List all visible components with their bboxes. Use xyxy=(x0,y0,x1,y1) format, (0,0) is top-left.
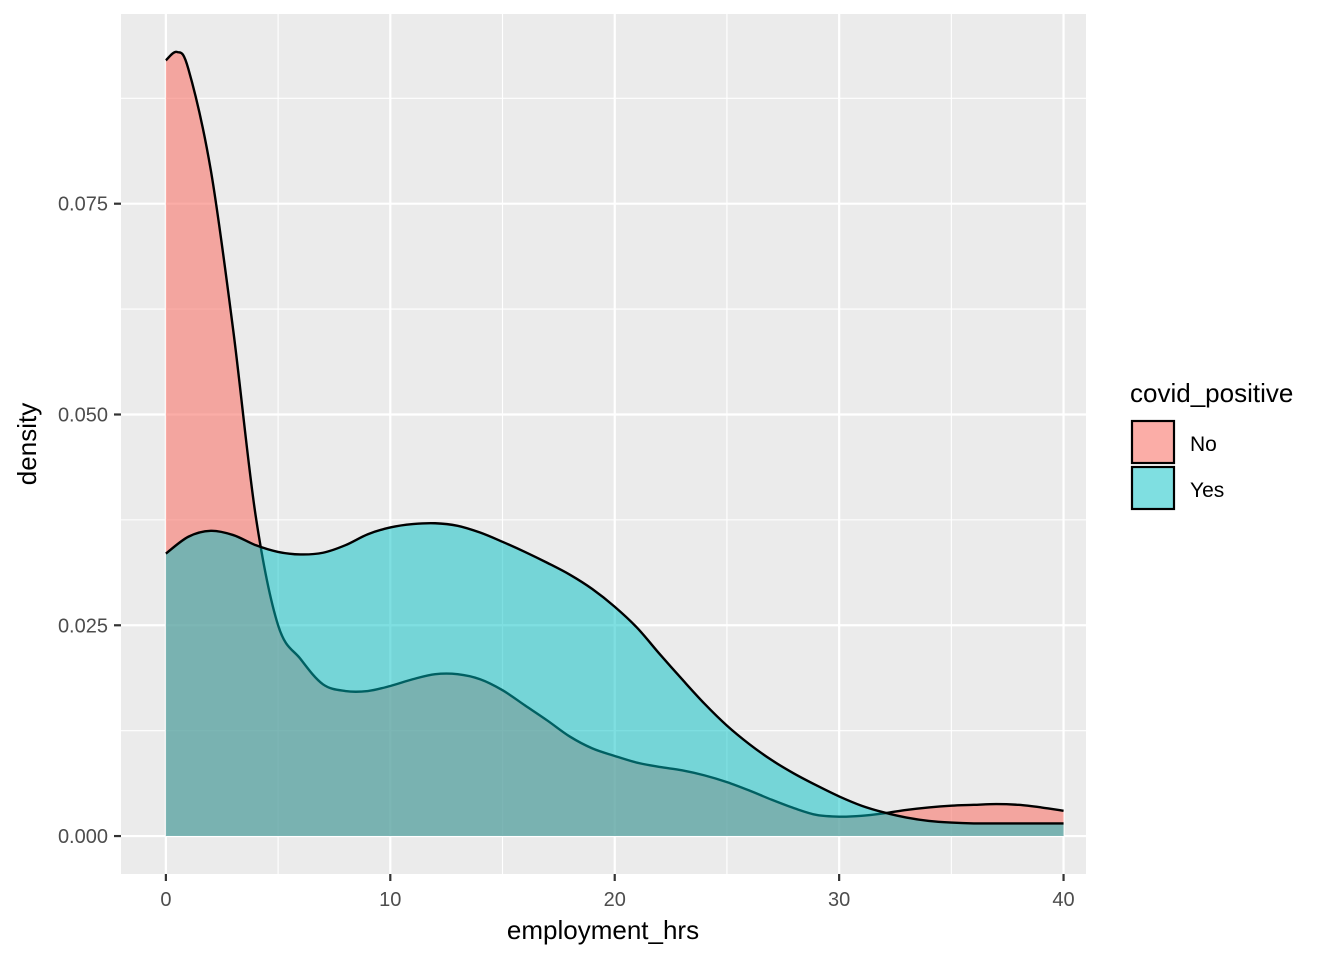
x-tick-label: 40 xyxy=(1052,889,1074,911)
minor-gridlines xyxy=(121,14,1086,874)
legend-label-no: No xyxy=(1190,433,1217,456)
y-axis-title: density xyxy=(12,403,42,485)
y-tick-label: 0.025 xyxy=(58,615,108,637)
legend-item-no: No xyxy=(1130,419,1217,465)
y-tick-label: 0.000 xyxy=(58,826,108,848)
legend-key-yes xyxy=(1130,465,1176,511)
density-area-yes xyxy=(165,523,1064,837)
x-tick-label: 0 xyxy=(160,889,171,911)
y-axis: 0.000 0.025 0.050 0.075 xyxy=(58,194,121,848)
x-tick-label: 10 xyxy=(379,889,401,911)
density-line-yes xyxy=(165,521,1064,825)
x-axis-title: employment_hrs xyxy=(507,915,699,945)
y-tick-label: 0.050 xyxy=(58,404,108,426)
legend-key-no xyxy=(1130,419,1176,465)
legend-title: covid_positive xyxy=(1130,378,1293,408)
legend: covid_positive No Yes xyxy=(1130,378,1293,511)
legend-item-yes: Yes xyxy=(1130,465,1224,511)
x-tick-label: 20 xyxy=(604,889,626,911)
legend-label-yes: Yes xyxy=(1190,479,1224,502)
y-tick-label: 0.075 xyxy=(58,194,108,216)
density-areas xyxy=(165,50,1064,837)
x-axis: 0 10 20 30 40 xyxy=(160,874,1075,911)
x-tick-label: 30 xyxy=(828,889,850,911)
